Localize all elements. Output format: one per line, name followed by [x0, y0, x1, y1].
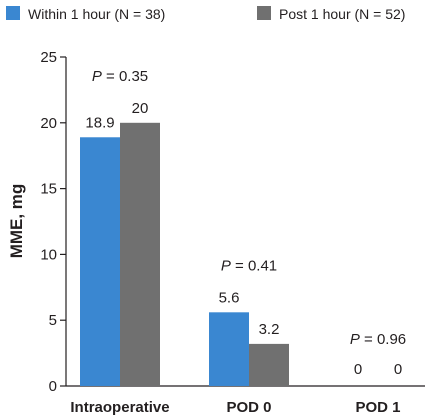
- bar-pod-0-series-1: [209, 312, 249, 386]
- plot-area: 0 5 10 15 20 25 18.9 20 Intraoperative P = 0.35 5.…: [40, 49, 425, 416]
- value-label-pod-1-series-1: 0: [354, 361, 362, 378]
- legend: Within 1 hour (N = 38) Post 1 hour (N = …: [6, 6, 405, 22]
- p-value-pod-1: P = 0.96: [350, 331, 406, 348]
- category-label-pod-1: POD 1: [355, 399, 400, 416]
- y-tick-label-20: 20: [40, 115, 57, 132]
- category-label-pod-0: POD 0: [226, 399, 271, 416]
- y-tick-label-10: 10: [40, 246, 57, 263]
- bar-intraoperative-series-1: [80, 137, 120, 386]
- legend-swatch-within-1-hour: [6, 6, 20, 20]
- category-label-intraoperative: Intraoperative: [70, 399, 169, 416]
- value-label-pod-0-series-2: 3.2: [259, 321, 280, 338]
- value-label-intraoperative-series-2: 20: [132, 100, 149, 117]
- value-label-pod-0-series-1: 5.6: [219, 289, 240, 306]
- y-tick-label-15: 15: [40, 181, 57, 198]
- legend-label-within-1-hour: Within 1 hour (N = 38): [28, 6, 165, 22]
- y-tick-label-25: 25: [40, 49, 57, 66]
- bar-pod-0-series-2: [249, 343, 289, 386]
- p-value-pod-0: P = 0.41: [221, 257, 277, 274]
- value-label-pod-1-series-2: 0: [394, 361, 402, 378]
- value-label-intraoperative-series-1: 18.9: [85, 114, 114, 131]
- y-tick-label-0: 0: [49, 378, 57, 395]
- legend-swatch-post-1-hour: [257, 6, 271, 20]
- y-tick-label-5: 5: [49, 312, 57, 329]
- p-value-intraoperative: P = 0.35: [92, 68, 148, 85]
- y-axis-title: MME, mg: [7, 184, 26, 259]
- bar-intraoperative-series-2: [120, 122, 160, 387]
- legend-label-post-1-hour: Post 1 hour (N = 52): [279, 6, 405, 22]
